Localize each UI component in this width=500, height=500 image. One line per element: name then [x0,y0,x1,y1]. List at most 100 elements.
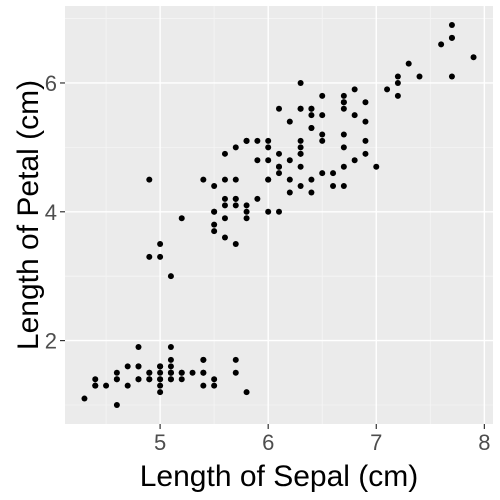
data-point [232,240,239,247]
data-point [221,215,228,222]
data-point [124,363,131,370]
data-point [319,112,326,119]
x-axis-ticks: 5 6 7 8 [154,424,490,455]
data-point [351,157,358,164]
data-point [243,202,250,209]
x-tick-label: 5 [154,430,166,455]
data-point [340,105,347,112]
data-point [276,163,282,170]
data-point [243,389,250,396]
data-point [362,99,369,106]
data-point [373,163,380,170]
data-point [200,369,207,376]
data-point [340,144,347,151]
data-point [265,157,272,164]
data-point [232,195,239,202]
x-tick-label: 7 [370,430,382,455]
data-point [200,176,207,183]
data-point [319,137,326,144]
data-point [340,183,347,190]
data-point [297,144,304,151]
data-point [330,170,337,177]
data-point [319,131,326,138]
data-point [211,183,218,190]
y-tick-label: 4 [45,200,57,225]
data-point [276,170,282,177]
data-points [81,22,477,408]
data-point [92,382,99,389]
data-point [146,176,153,183]
data-point [178,369,185,376]
data-point [276,208,282,215]
x-tick-label: 8 [478,430,490,455]
data-point [297,79,304,86]
data-point [232,202,239,209]
data-point [200,356,207,363]
data-point [448,34,455,41]
data-point [265,176,272,183]
data-point [211,221,218,228]
data-point [135,363,142,370]
y-axis-ticks: 2 4 6 [45,71,65,354]
data-point [103,382,110,389]
data-point [157,382,164,389]
data-point [167,363,174,370]
data-point [146,253,153,260]
data-point [319,92,326,99]
data-point [308,189,315,196]
data-point [308,112,315,119]
data-point [297,163,304,170]
data-point [232,356,239,363]
data-point [384,86,391,93]
data-point [308,176,315,183]
data-point [297,150,304,157]
data-point [221,195,228,202]
data-point [416,73,423,80]
data-point [243,215,250,222]
data-point [200,382,207,389]
data-point [254,195,261,202]
data-point [448,73,455,80]
data-point [405,60,412,67]
data-point [330,183,337,190]
data-point [243,137,250,144]
data-point [254,137,261,144]
data-point [319,170,326,177]
data-point [81,395,88,402]
data-point [146,369,153,376]
data-point [167,356,174,363]
data-point [211,228,218,235]
data-point [221,176,228,183]
data-point [265,144,272,151]
data-point [394,73,401,80]
data-point [157,369,164,376]
data-point [221,202,228,209]
data-point [157,253,164,260]
y-axis-title: Length of Petal (cm) [12,80,45,350]
data-point [276,150,282,157]
data-point [286,118,293,125]
data-point [221,150,228,157]
data-point [297,183,304,190]
x-axis-title: Length of Sepal (cm) [140,460,418,493]
y-tick-label: 6 [45,71,57,96]
data-point [286,189,293,196]
data-point [135,344,142,351]
data-point [146,376,153,383]
data-point [297,105,304,112]
data-point [178,376,185,383]
data-point [157,240,164,247]
data-point [157,389,164,396]
data-point [167,369,174,376]
data-point [178,215,185,222]
data-point [340,131,347,138]
data-point [351,86,358,93]
data-point [362,118,369,125]
data-point [167,376,174,383]
data-point [243,208,250,215]
data-point [135,376,142,383]
data-point [232,144,239,151]
data-point [157,363,164,370]
x-tick-label: 6 [262,430,274,455]
